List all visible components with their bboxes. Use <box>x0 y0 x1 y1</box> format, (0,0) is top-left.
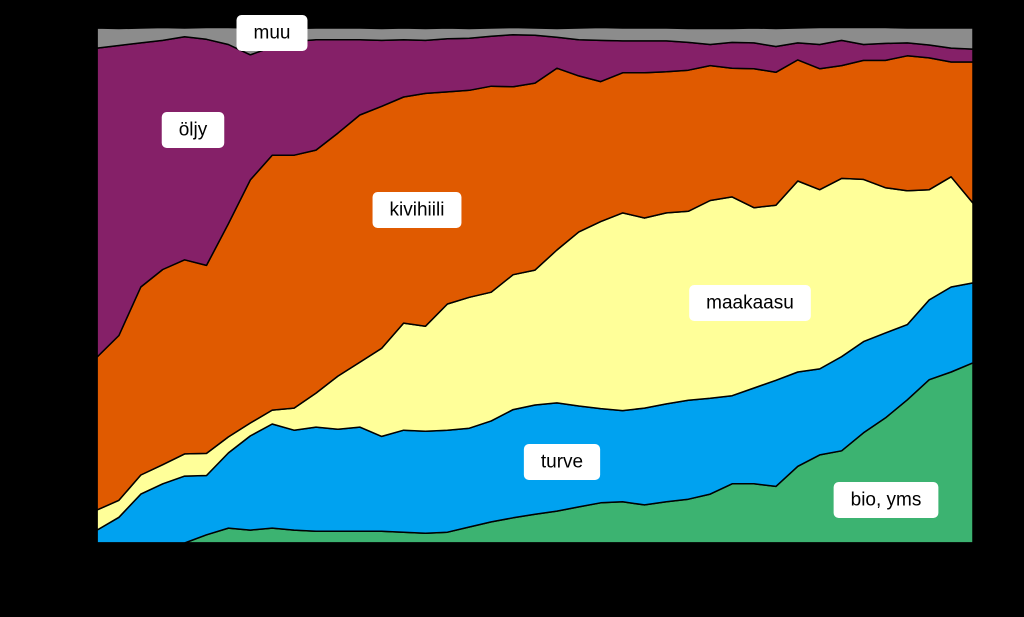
series-labels: bio, yms turve maakaasu kivihiili öljy muu <box>161 15 939 518</box>
label-box <box>161 112 225 148</box>
plot-area <box>96 26 974 544</box>
series-name: bio, yms <box>851 490 922 511</box>
series-label: maakaasu <box>689 285 811 321</box>
series-name: maakaasu <box>706 293 794 314</box>
label-box <box>236 15 308 51</box>
label-box <box>523 444 601 480</box>
series-name: muu <box>254 23 291 44</box>
area <box>96 26 974 56</box>
series-label: kivihiili <box>372 192 462 228</box>
series-name: kivihiili <box>390 200 445 221</box>
label-box <box>689 285 811 321</box>
series-name: turve <box>541 452 583 473</box>
series-label: muu <box>236 15 308 51</box>
series-name: öljy <box>179 120 208 141</box>
label-box <box>833 482 939 518</box>
series-label: bio, yms <box>833 482 939 518</box>
series-label: turve <box>523 444 601 480</box>
series-label: öljy <box>161 112 225 148</box>
label-box <box>372 192 462 228</box>
